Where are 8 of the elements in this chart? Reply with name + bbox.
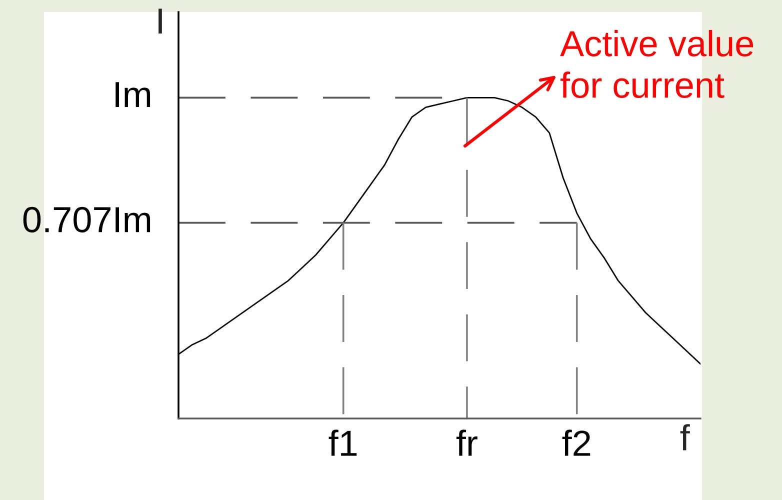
x-tick-label: f2 — [562, 430, 590, 456]
x-tick-label: fr — [456, 430, 478, 456]
series-label: 0.707Im — [23, 206, 150, 232]
series-label: Im — [116, 82, 150, 107]
annotation: Active value for current — [560, 30, 754, 98]
y-axis-title: I — [158, 8, 162, 34]
x-tick-label: f1 — [328, 430, 357, 456]
x-axis-title: f — [680, 424, 690, 450]
